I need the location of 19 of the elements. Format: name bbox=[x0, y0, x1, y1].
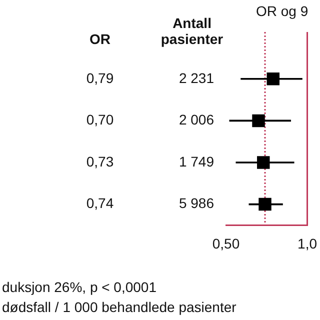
data-label: 0,73 bbox=[86, 153, 114, 170]
text: duksjon 26%, p < 0,0001 bbox=[2, 278, 157, 295]
data-label: 0,79 bbox=[86, 70, 114, 86]
x-tick-label: 1,0 bbox=[298, 235, 318, 252]
point bbox=[266, 72, 280, 86]
text: dødsfall / 1 000 behandlede pasienter bbox=[2, 298, 237, 315]
y-tick-label: 2 231 bbox=[178, 70, 214, 86]
y-tick-label: 5 986 bbox=[178, 195, 214, 212]
data-label: 0,70 bbox=[86, 112, 114, 128]
point bbox=[252, 114, 265, 128]
text: OR bbox=[90, 30, 110, 47]
data-label: 0,74 bbox=[86, 195, 114, 212]
point bbox=[257, 156, 270, 169]
x-tick-label: 0,50 bbox=[212, 235, 240, 252]
y-tick-label: 2 006 bbox=[178, 112, 214, 128]
text: Antall pasienter bbox=[160, 14, 224, 47]
chart-title: OR og 9 bbox=[256, 2, 308, 19]
y-tick-label: 1 749 bbox=[178, 153, 214, 170]
point bbox=[258, 198, 272, 211]
